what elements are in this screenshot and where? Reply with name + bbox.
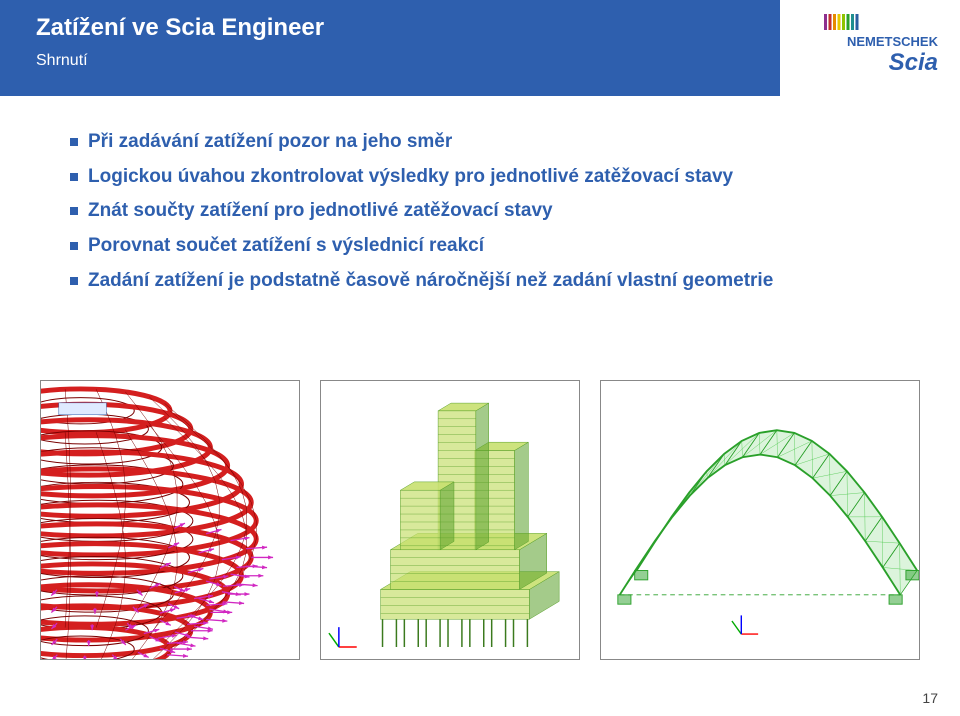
hi-rise-svg bbox=[321, 381, 579, 659]
figure-arch bbox=[600, 380, 920, 660]
bullet-item: Znát součty zatížení pro jednotlivé zatě… bbox=[70, 199, 870, 224]
bullet-marker-icon bbox=[70, 173, 78, 181]
arch-svg bbox=[601, 381, 919, 659]
slide-title: Zatížení ve Scia Engineer bbox=[36, 14, 780, 42]
bullet-list: Při zadávání zatížení pozor na jeho směr… bbox=[70, 130, 870, 303]
bullet-marker-icon bbox=[70, 242, 78, 250]
figure-hi-rise bbox=[320, 380, 580, 660]
bullet-marker-icon bbox=[70, 207, 78, 215]
bullet-text: Při zadávání zatížení pozor na jeho směr bbox=[88, 130, 452, 155]
bullet-item: Porovnat součet zatížení s výslednicí re… bbox=[70, 234, 870, 259]
bullet-text: Znát součty zatížení pro jednotlivé zatě… bbox=[88, 199, 553, 224]
slide: Zatížení ve Scia Engineer Shrnutí NEMETS… bbox=[0, 0, 960, 716]
bullet-text: Zadání zatížení je podstatně časově náro… bbox=[88, 269, 773, 294]
slide-subtitle: Shrnutí bbox=[36, 52, 780, 70]
bullet-marker-icon bbox=[70, 277, 78, 285]
bullet-item: Při zadávání zatížení pozor na jeho směr bbox=[70, 130, 870, 155]
figure-curved-tower bbox=[40, 380, 300, 660]
bullet-marker-icon bbox=[70, 138, 78, 146]
nemetschek-scia-logo-icon: NEMETSCHEK Scia bbox=[790, 10, 940, 80]
header-bar: Zatížení ve Scia Engineer Shrnutí bbox=[0, 0, 780, 96]
bullet-item: Logickou úvahou zkontrolovat výsledky pr… bbox=[70, 165, 870, 190]
logo-text-bottom: Scia bbox=[889, 49, 938, 76]
page-number: 17 bbox=[922, 690, 938, 706]
figure-row bbox=[40, 380, 920, 660]
bullet-item: Zadání zatížení je podstatně časově náro… bbox=[70, 269, 870, 294]
curved-tower-svg bbox=[41, 381, 299, 659]
logo-text-top: NEMETSCHEK bbox=[847, 34, 939, 49]
brand-logo: NEMETSCHEK Scia bbox=[790, 10, 940, 80]
bullet-text: Porovnat součet zatížení s výslednicí re… bbox=[88, 234, 484, 259]
bullet-text: Logickou úvahou zkontrolovat výsledky pr… bbox=[88, 165, 733, 190]
